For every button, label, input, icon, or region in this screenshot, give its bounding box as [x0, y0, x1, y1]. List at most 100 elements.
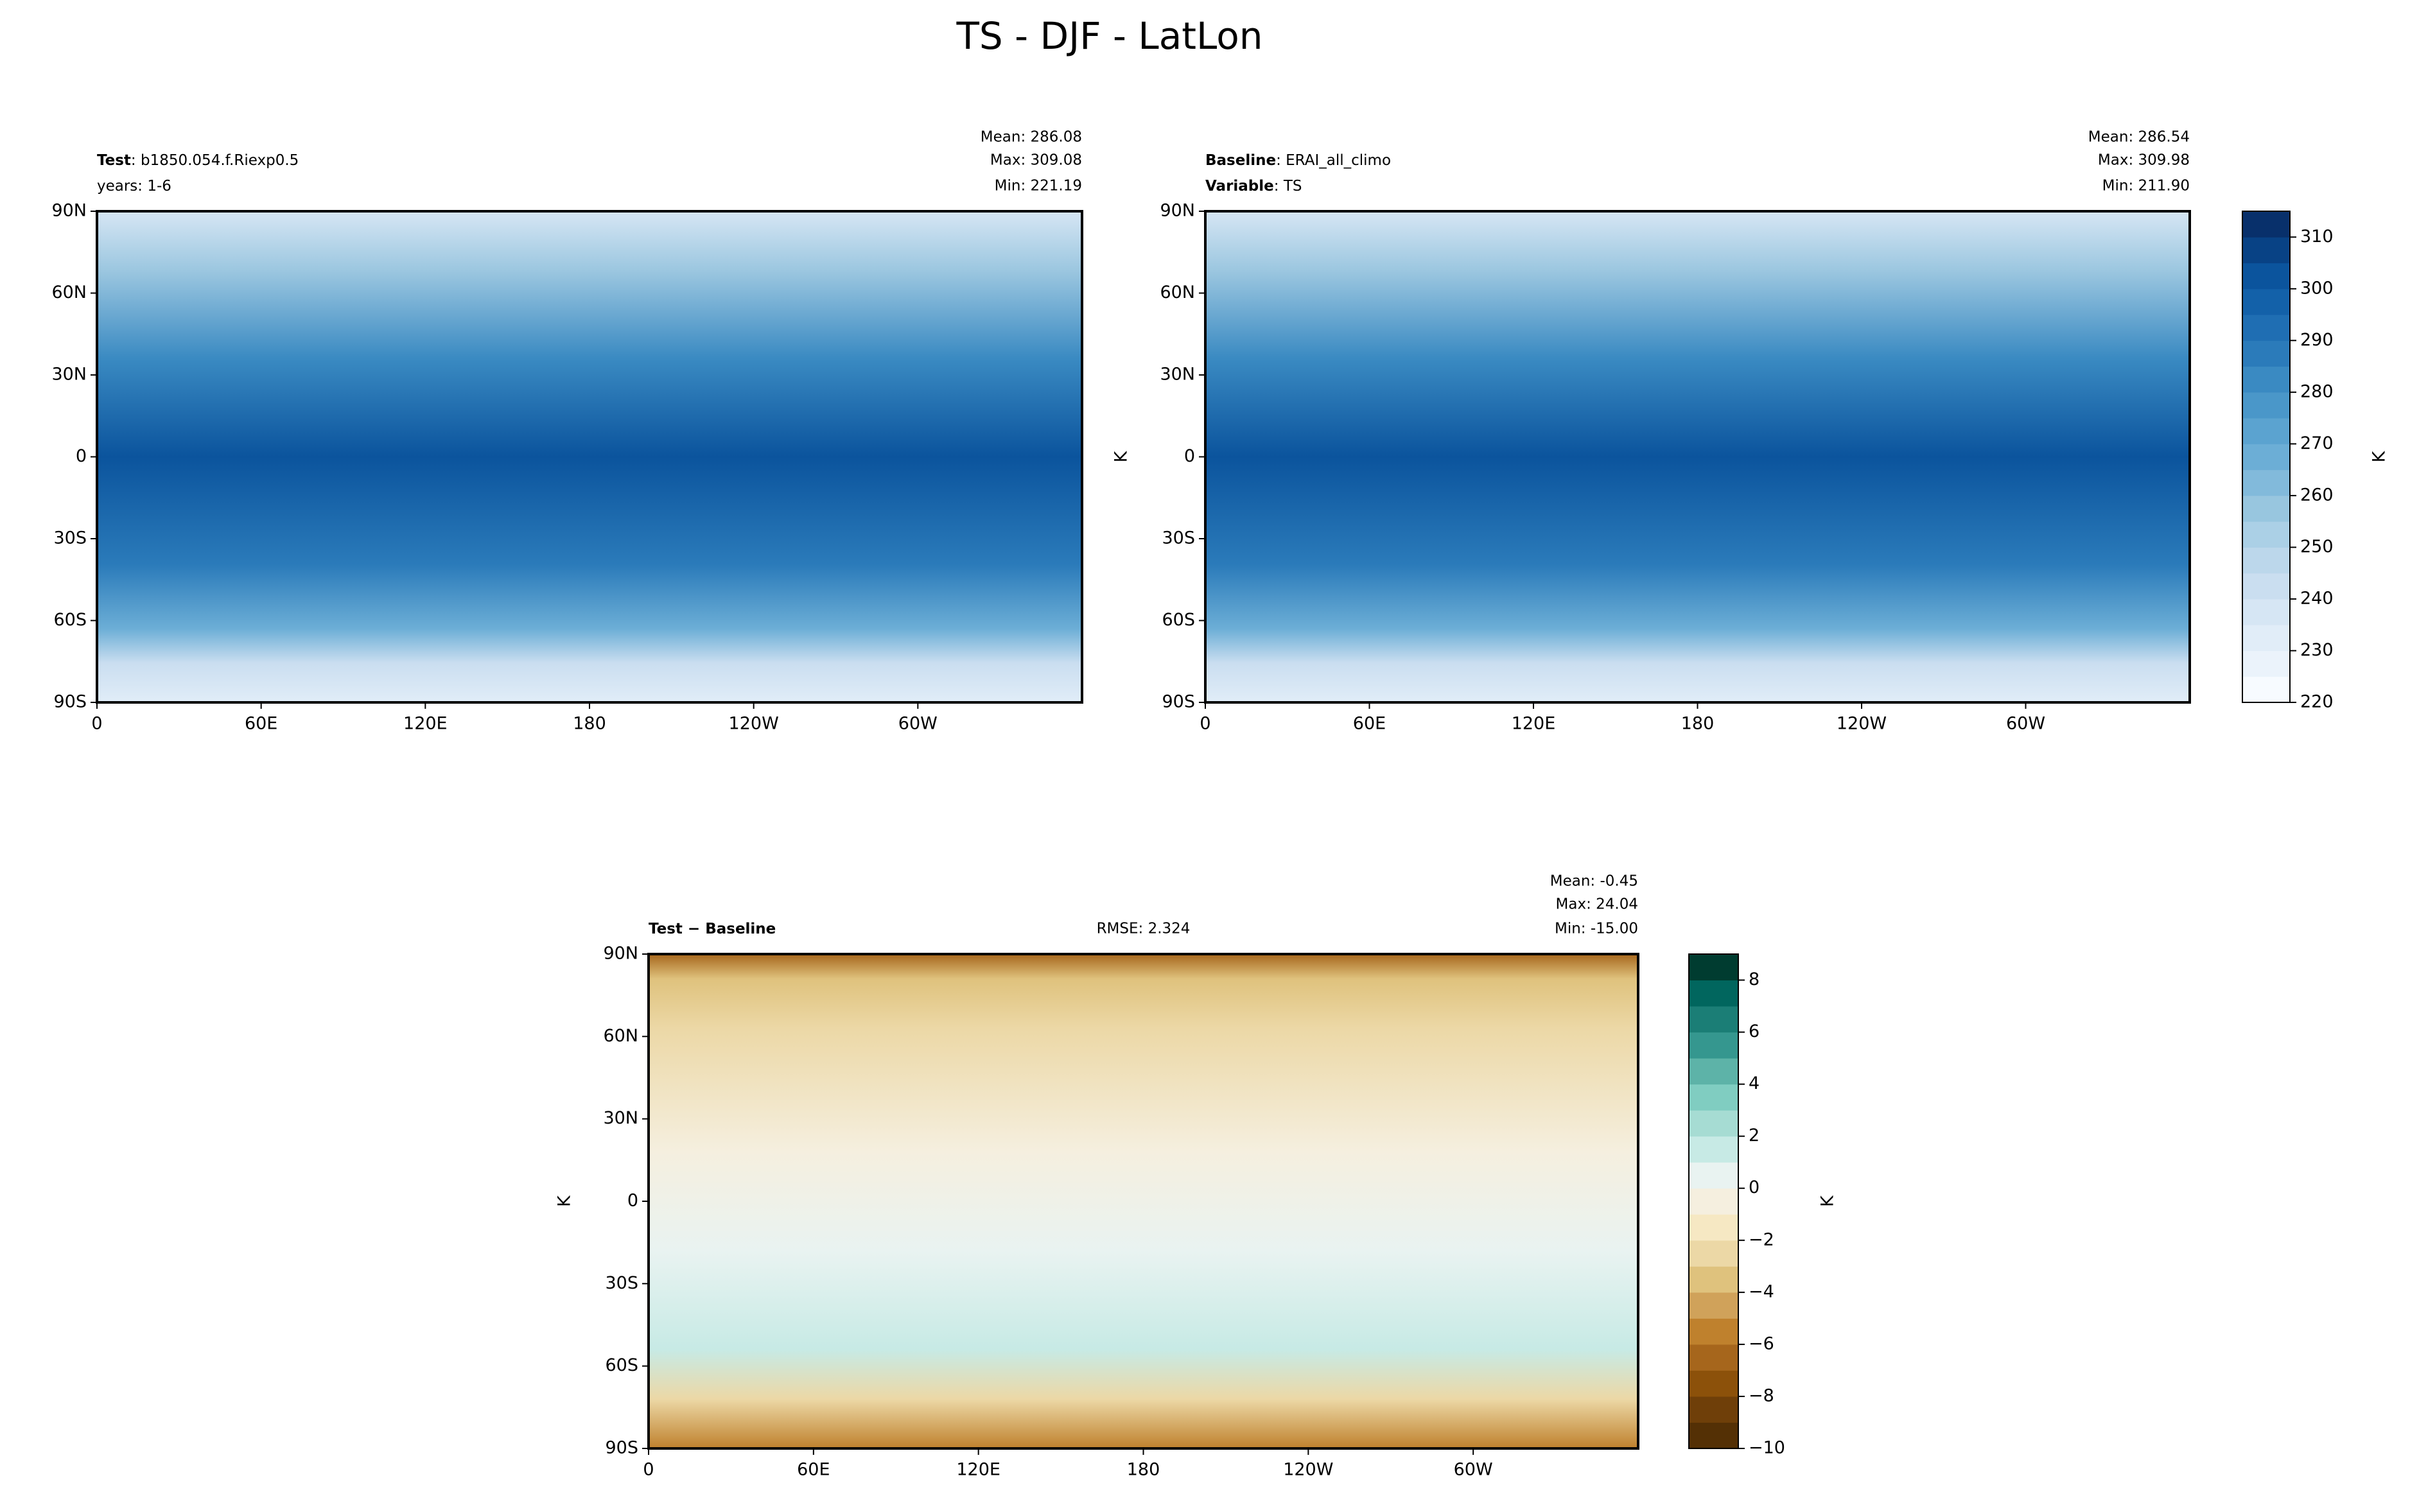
- y-tick-label: 60N: [1160, 282, 1195, 302]
- colorbar-tick-label: 240: [2300, 588, 2334, 608]
- colorbar-band: [2242, 418, 2290, 444]
- x-tick-label: 60W: [898, 714, 938, 734]
- map-field: [1205, 211, 2190, 702]
- y-tick-label: 60N: [603, 1026, 638, 1046]
- x-tick-label: 120E: [956, 1460, 1000, 1480]
- colorbar-band: [1689, 1292, 1738, 1319]
- x-tick-label: 0: [1200, 714, 1210, 734]
- panel-stat: Mean: 286.08: [981, 129, 1082, 146]
- map-field: [97, 211, 1082, 702]
- colorbar-tick-label: 8: [1749, 969, 1759, 989]
- x-tick-label: 120W: [729, 714, 779, 734]
- figure-title: TS - DJF - LatLon: [956, 14, 1262, 58]
- colorbar-label: K: [1818, 1195, 1838, 1207]
- colorbar-band: [2242, 263, 2290, 290]
- colorbar-tick-label: −2: [1749, 1230, 1774, 1249]
- colorbar-band: [2242, 573, 2290, 600]
- colorbar-band: [1689, 1266, 1738, 1293]
- colorbar-band: [1689, 954, 1738, 981]
- colorbar-tick-label: −10: [1749, 1438, 1785, 1458]
- colorbar-frame: [2242, 211, 2291, 703]
- colorbar-tick-label: 280: [2300, 381, 2334, 401]
- colorbar-tick-label: 6: [1749, 1021, 1759, 1041]
- colorbar-tick-label: 220: [2300, 692, 2334, 712]
- panel-stat: Min: 211.90: [2102, 178, 2190, 195]
- colorbar-tick-label: −8: [1749, 1386, 1774, 1405]
- panel-header: Baseline: ERAI_all_climo: [1205, 152, 1391, 169]
- y-tick-label: 90N: [603, 944, 638, 964]
- colorbar-band: [2242, 650, 2290, 677]
- x-tick-label: 0: [643, 1460, 654, 1480]
- header-key: Baseline: [1205, 152, 1276, 169]
- x-tick-label: 120W: [1283, 1460, 1333, 1480]
- colorbar-band: [1689, 1214, 1738, 1241]
- colorbar-band: [1689, 1188, 1738, 1215]
- colorbar-tick-label: 250: [2300, 537, 2334, 557]
- y-tick-label: 30S: [1162, 528, 1196, 548]
- y-axis-label: K: [555, 1195, 575, 1207]
- colorbar-band: [1689, 1396, 1738, 1423]
- colorbar-tick-label: 0: [1749, 1177, 1759, 1197]
- colorbar-band: [2242, 211, 2290, 238]
- header-value: : ERAI_all_climo: [1276, 152, 1391, 169]
- colorbar-band: [1689, 1422, 1738, 1449]
- colorbar-tick-label: 230: [2300, 640, 2334, 660]
- colorbar-band: [1689, 980, 1738, 1007]
- header-value: : TS: [1274, 178, 1302, 195]
- y-axis-label: K: [1112, 450, 1131, 462]
- y-tick-label: 30N: [603, 1108, 638, 1128]
- x-tick-label: 180: [573, 714, 606, 734]
- colorbar-band: [1689, 1344, 1738, 1371]
- y-tick-label: 30N: [1160, 365, 1195, 385]
- colorbar-band: [2242, 676, 2290, 703]
- header-key: Test − Baseline: [649, 921, 776, 937]
- panel-stat: Mean: -0.45: [1550, 873, 1638, 890]
- colorbar-band: [2242, 547, 2290, 574]
- panel-header: years: 1-6: [97, 178, 171, 195]
- colorbar-band: [2242, 392, 2290, 419]
- colorbar-band: [1689, 1110, 1738, 1137]
- x-tick-label: 60E: [245, 714, 277, 734]
- colorbar-band: [1689, 1084, 1738, 1111]
- x-tick-label: 180: [1127, 1460, 1160, 1480]
- header-value: years: 1-6: [97, 178, 171, 195]
- panel-stat: Mean: 286.54: [2088, 129, 2190, 146]
- colorbar-tick-label: 4: [1749, 1073, 1759, 1093]
- y-tick-label: 90N: [51, 201, 87, 221]
- x-tick-label: 0: [91, 714, 102, 734]
- colorbar-band: [2242, 469, 2290, 496]
- panel-header: Test: b1850.054.f.Riexp0.5: [97, 152, 299, 169]
- y-tick-label: 90N: [1160, 201, 1195, 221]
- y-tick-label: 30N: [51, 365, 87, 385]
- header-key: Variable: [1205, 178, 1274, 195]
- y-tick-label: 0: [1184, 446, 1195, 466]
- y-tick-label: 0: [76, 446, 87, 466]
- colorbar-band: [2242, 495, 2290, 522]
- y-tick-label: 30S: [54, 528, 87, 548]
- colorbar-band: [2242, 444, 2290, 471]
- y-tick-label: 60S: [54, 610, 87, 630]
- colorbar-band: [1689, 1318, 1738, 1345]
- y-tick-label: 0: [627, 1191, 638, 1211]
- colorbar-band: [1689, 1370, 1738, 1397]
- colorbar-tick-label: 270: [2300, 433, 2334, 453]
- y-tick-label: 60N: [51, 282, 87, 302]
- colorbar-tick-label: 310: [2300, 227, 2334, 247]
- colorbar-tick-label: −6: [1749, 1334, 1774, 1353]
- colorbar-tick-label: 2: [1749, 1125, 1759, 1145]
- rmse: RMSE: 2.324: [1097, 921, 1191, 937]
- colorbar-band: [1689, 1136, 1738, 1163]
- y-tick-label: 90S: [1162, 692, 1196, 712]
- colorbar-band: [2242, 340, 2290, 367]
- colorbar-band: [2242, 521, 2290, 548]
- y-tick-label: 60S: [1162, 610, 1196, 630]
- x-tick-label: 120E: [1512, 714, 1556, 734]
- colorbar-band: [2242, 288, 2290, 315]
- x-tick-label: 60W: [2006, 714, 2045, 734]
- panel-header: Variable: TS: [1205, 178, 1302, 195]
- panel-stat: Min: -15.00: [1555, 921, 1638, 937]
- colorbar-tick-label: 260: [2300, 485, 2334, 505]
- x-tick-label: 60E: [1353, 714, 1386, 734]
- y-tick-label: 90S: [606, 1438, 639, 1458]
